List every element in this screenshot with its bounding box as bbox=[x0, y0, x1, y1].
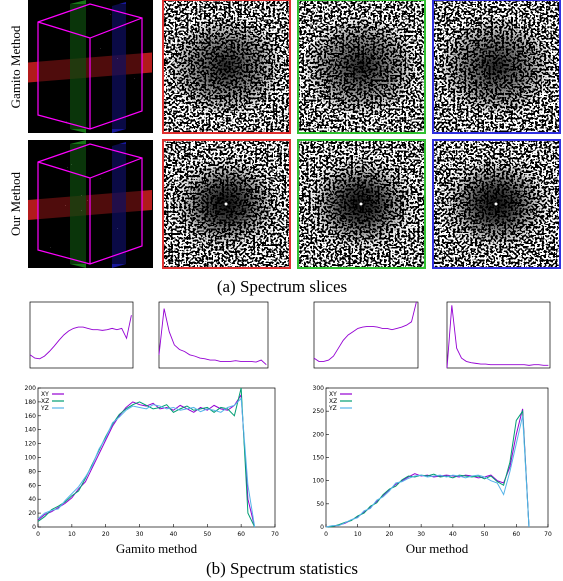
series-line bbox=[37, 387, 256, 528]
dc-point bbox=[224, 202, 228, 206]
legend-label: XZ bbox=[41, 398, 49, 405]
x-tick-label: 60 bbox=[512, 531, 520, 538]
x-tick-label: 10 bbox=[68, 531, 76, 538]
x-tick-label: 50 bbox=[203, 531, 211, 538]
x-tick-label: 0 bbox=[324, 531, 328, 538]
legend-label: YZ bbox=[328, 405, 337, 412]
legend-label: XY bbox=[329, 391, 337, 398]
y-tick-label: 150 bbox=[313, 455, 325, 462]
y-tick-label: 120 bbox=[25, 441, 37, 448]
y-tick-label: 40 bbox=[28, 496, 36, 503]
y-tick-label: 140 bbox=[25, 427, 37, 434]
slice-frame bbox=[162, 139, 291, 269]
y-tick-label: 0 bbox=[320, 524, 324, 531]
slice-center bbox=[168, 16, 284, 117]
dc-point bbox=[494, 202, 498, 206]
legend-label: XY bbox=[41, 391, 49, 398]
row-label: Gamito Method bbox=[8, 25, 23, 108]
slice-center bbox=[303, 16, 419, 117]
x-tick-label: 40 bbox=[449, 531, 457, 538]
slice-frame bbox=[297, 139, 426, 269]
y-tick-label: 20 bbox=[28, 510, 36, 517]
y-tick-label: 100 bbox=[25, 455, 37, 462]
series-line bbox=[37, 393, 256, 528]
series-line bbox=[29, 315, 132, 360]
y-tick-label: 300 bbox=[313, 385, 325, 392]
x-tick-label: 60 bbox=[237, 531, 245, 538]
x-tick-label: 0 bbox=[36, 531, 40, 538]
x-tick-label: 40 bbox=[170, 531, 178, 538]
plot-frame bbox=[29, 301, 134, 369]
x-axis-label: Our method bbox=[406, 541, 469, 556]
plot-frame bbox=[446, 301, 551, 369]
cube-edge bbox=[37, 3, 143, 130]
caption: (a) Spectrum slices bbox=[217, 277, 347, 296]
image-grid bbox=[28, 0, 561, 269]
y-tick-label: 0 bbox=[32, 524, 36, 531]
x-tick-label: 20 bbox=[102, 531, 110, 538]
x-tick-label: 30 bbox=[417, 531, 425, 538]
x-tick-label: 70 bbox=[271, 531, 279, 538]
y-tick-label: 80 bbox=[28, 468, 36, 475]
y-tick-label: 50 bbox=[316, 501, 324, 508]
dc-point bbox=[359, 202, 363, 206]
slice-frame bbox=[162, 0, 291, 134]
slice-frame bbox=[297, 0, 426, 134]
y-tick-label: 200 bbox=[313, 431, 325, 438]
x-tick-label: 20 bbox=[386, 531, 394, 538]
series-line bbox=[325, 415, 530, 528]
plot-frame bbox=[37, 387, 276, 528]
y-tick-label: 160 bbox=[25, 413, 37, 420]
series-line bbox=[446, 305, 549, 369]
y-tick-label: 100 bbox=[313, 478, 325, 485]
y-tick-label: 180 bbox=[25, 399, 37, 406]
x-tick-label: 10 bbox=[354, 531, 362, 538]
x-tick-label: 50 bbox=[481, 531, 489, 538]
row-label: Our Method bbox=[8, 172, 23, 236]
plot-frame bbox=[313, 301, 419, 369]
x-tick-label: 30 bbox=[136, 531, 144, 538]
series-line bbox=[313, 301, 417, 362]
series-line bbox=[158, 308, 267, 366]
caption: (b) Spectrum statistics bbox=[206, 559, 358, 578]
series-line bbox=[325, 408, 530, 528]
slice-center bbox=[438, 16, 554, 117]
legend-label: YZ bbox=[40, 405, 49, 412]
y-tick-label: 200 bbox=[25, 385, 37, 392]
slice-frame bbox=[432, 139, 561, 269]
cube-edge bbox=[37, 143, 143, 265]
y-tick-label: 60 bbox=[28, 482, 36, 489]
plot-frame bbox=[158, 301, 269, 369]
series-line bbox=[37, 397, 256, 528]
y-tick-label: 250 bbox=[313, 408, 325, 415]
x-axis-label: Gamito method bbox=[116, 541, 198, 556]
x-tick-label: 70 bbox=[544, 531, 552, 538]
plot-frame bbox=[325, 387, 549, 528]
slice-frame bbox=[432, 0, 561, 134]
legend-label: XZ bbox=[329, 398, 337, 405]
series-line bbox=[325, 409, 530, 528]
